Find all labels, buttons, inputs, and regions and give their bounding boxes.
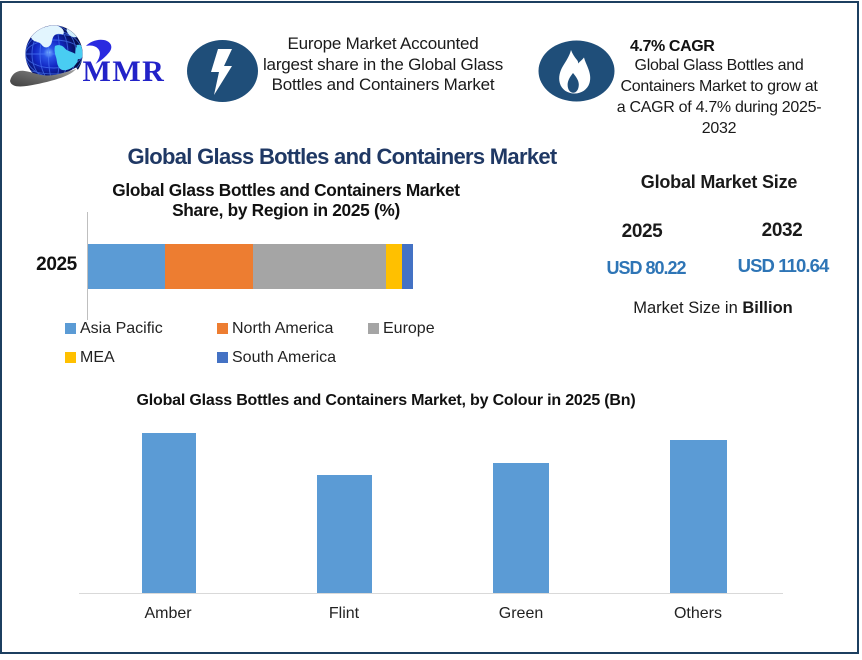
- svg-text:MMR: MMR: [83, 55, 166, 88]
